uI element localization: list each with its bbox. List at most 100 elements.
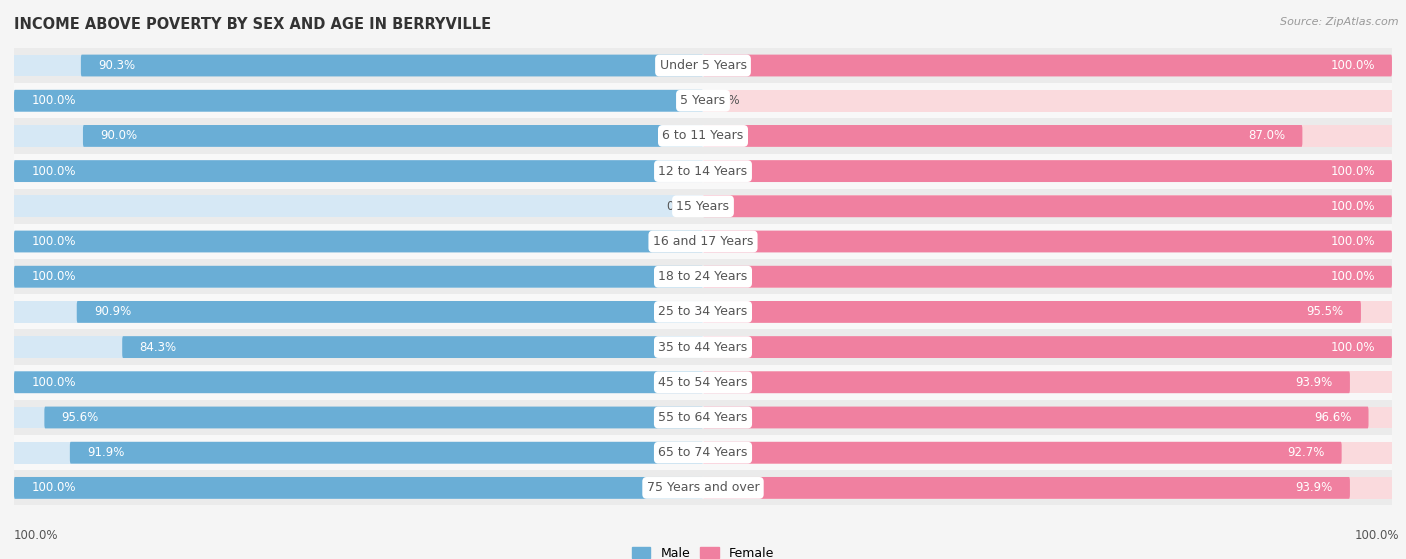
Bar — [14, 119, 1392, 154]
Bar — [14, 259, 1392, 294]
FancyBboxPatch shape — [45, 406, 703, 428]
Text: 55 to 64 Years: 55 to 64 Years — [658, 411, 748, 424]
Bar — [14, 371, 703, 393]
Text: 100.0%: 100.0% — [1330, 235, 1375, 248]
Text: 100.0%: 100.0% — [1354, 529, 1399, 542]
Text: 93.9%: 93.9% — [1295, 481, 1333, 494]
Text: 18 to 24 Years: 18 to 24 Years — [658, 270, 748, 283]
Text: 96.6%: 96.6% — [1315, 411, 1351, 424]
Bar — [14, 435, 1392, 470]
Text: 15 Years: 15 Years — [676, 200, 730, 213]
Bar — [703, 442, 1392, 463]
FancyBboxPatch shape — [14, 160, 703, 182]
Text: 0.0%: 0.0% — [666, 200, 696, 213]
Bar — [703, 90, 1392, 112]
Bar — [14, 160, 703, 182]
Bar — [703, 371, 1392, 393]
FancyBboxPatch shape — [77, 301, 703, 323]
Text: 45 to 54 Years: 45 to 54 Years — [658, 376, 748, 389]
Bar — [14, 48, 1392, 83]
Bar — [14, 55, 703, 77]
Bar — [14, 231, 703, 253]
Bar — [14, 442, 703, 463]
Legend: Male, Female: Male, Female — [627, 542, 779, 559]
FancyBboxPatch shape — [14, 90, 703, 112]
Text: 100.0%: 100.0% — [14, 529, 59, 542]
Bar — [14, 336, 703, 358]
Bar — [14, 364, 1392, 400]
FancyBboxPatch shape — [703, 196, 1392, 217]
FancyBboxPatch shape — [703, 336, 1392, 358]
Text: Source: ZipAtlas.com: Source: ZipAtlas.com — [1281, 17, 1399, 27]
Bar — [703, 196, 1392, 217]
Text: 93.9%: 93.9% — [1295, 376, 1333, 389]
Bar — [14, 266, 703, 288]
FancyBboxPatch shape — [14, 477, 703, 499]
FancyBboxPatch shape — [703, 442, 1341, 463]
FancyBboxPatch shape — [14, 231, 703, 253]
Text: 90.9%: 90.9% — [94, 305, 131, 319]
Bar — [14, 406, 703, 428]
FancyBboxPatch shape — [703, 160, 1392, 182]
Bar — [703, 477, 1392, 499]
Text: 65 to 74 Years: 65 to 74 Years — [658, 446, 748, 459]
Text: Under 5 Years: Under 5 Years — [659, 59, 747, 72]
FancyBboxPatch shape — [82, 55, 703, 77]
FancyBboxPatch shape — [703, 301, 1361, 323]
Text: 35 to 44 Years: 35 to 44 Years — [658, 340, 748, 354]
Text: 100.0%: 100.0% — [1330, 270, 1375, 283]
Text: 100.0%: 100.0% — [1330, 200, 1375, 213]
Text: 100.0%: 100.0% — [31, 481, 76, 494]
Text: 100.0%: 100.0% — [31, 235, 76, 248]
Bar — [703, 160, 1392, 182]
Bar — [14, 90, 703, 112]
Text: 75 Years and over: 75 Years and over — [647, 481, 759, 494]
FancyBboxPatch shape — [122, 336, 703, 358]
Bar — [14, 154, 1392, 189]
Text: 6 to 11 Years: 6 to 11 Years — [662, 130, 744, 143]
Text: 16 and 17 Years: 16 and 17 Years — [652, 235, 754, 248]
Bar — [14, 301, 703, 323]
Text: 100.0%: 100.0% — [1330, 164, 1375, 178]
FancyBboxPatch shape — [703, 266, 1392, 288]
Bar — [703, 55, 1392, 77]
FancyBboxPatch shape — [83, 125, 703, 147]
Text: 0.0%: 0.0% — [710, 94, 740, 107]
Text: 100.0%: 100.0% — [31, 94, 76, 107]
Text: 25 to 34 Years: 25 to 34 Years — [658, 305, 748, 319]
Text: 100.0%: 100.0% — [1330, 59, 1375, 72]
Text: 100.0%: 100.0% — [31, 376, 76, 389]
Bar — [703, 406, 1392, 428]
FancyBboxPatch shape — [703, 406, 1368, 428]
Text: 84.3%: 84.3% — [139, 340, 177, 354]
FancyBboxPatch shape — [703, 231, 1392, 253]
Text: 100.0%: 100.0% — [31, 270, 76, 283]
Bar — [14, 470, 1392, 505]
Bar — [703, 266, 1392, 288]
Text: 90.0%: 90.0% — [100, 130, 138, 143]
Bar — [14, 329, 1392, 364]
Text: 5 Years: 5 Years — [681, 94, 725, 107]
Text: 92.7%: 92.7% — [1286, 446, 1324, 459]
Text: 12 to 14 Years: 12 to 14 Years — [658, 164, 748, 178]
FancyBboxPatch shape — [703, 477, 1350, 499]
Bar — [14, 400, 1392, 435]
Text: 100.0%: 100.0% — [1330, 340, 1375, 354]
Bar — [14, 125, 703, 147]
Bar — [14, 196, 703, 217]
Bar — [703, 336, 1392, 358]
FancyBboxPatch shape — [14, 371, 703, 393]
FancyBboxPatch shape — [70, 442, 703, 463]
Bar — [703, 231, 1392, 253]
Text: 91.9%: 91.9% — [87, 446, 125, 459]
FancyBboxPatch shape — [703, 125, 1302, 147]
Bar — [14, 83, 1392, 119]
Bar — [14, 189, 1392, 224]
FancyBboxPatch shape — [703, 55, 1392, 77]
Bar — [703, 125, 1392, 147]
Bar — [14, 477, 703, 499]
Text: 100.0%: 100.0% — [31, 164, 76, 178]
Text: 95.6%: 95.6% — [62, 411, 98, 424]
Bar — [14, 224, 1392, 259]
Text: INCOME ABOVE POVERTY BY SEX AND AGE IN BERRYVILLE: INCOME ABOVE POVERTY BY SEX AND AGE IN B… — [14, 17, 491, 32]
